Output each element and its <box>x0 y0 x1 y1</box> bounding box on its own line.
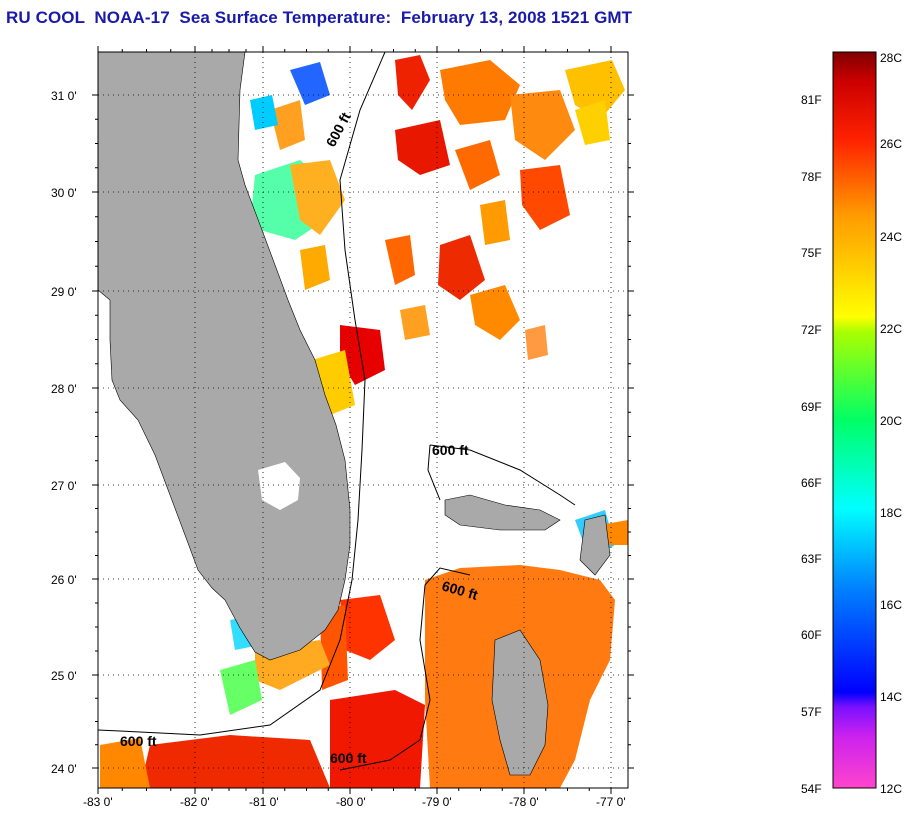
colorbar-fahrenheit-label: 81F <box>801 93 822 107</box>
grid-lines <box>98 52 628 788</box>
sst-patch <box>300 245 330 290</box>
colorbar-fahrenheit-label: 72F <box>801 323 822 337</box>
colorbar-celsius-label: 16C <box>880 598 902 612</box>
colorbar-fahrenheit-label: 78F <box>801 170 822 184</box>
x-tick-label: -78 0' <box>509 795 539 809</box>
y-tick-label: 24 0' <box>51 762 77 776</box>
colorbar-fahrenheit-label: 60F <box>801 628 822 642</box>
x-tick-label: -82 0' <box>180 795 210 809</box>
sst-patch <box>340 325 385 385</box>
andros-island <box>491 629 549 776</box>
sst-patch <box>400 305 430 340</box>
sst-patch <box>520 165 570 230</box>
y-tick-label: 31 0' <box>51 89 77 103</box>
sst-patch <box>340 595 395 660</box>
isobath-line-south <box>339 567 471 771</box>
contour-label: 600 ft <box>432 442 469 458</box>
sst-patch <box>575 100 610 145</box>
sst-patch <box>525 325 548 360</box>
colorbar-celsius-label: 12C <box>880 782 902 796</box>
y-tick-label: 28 0' <box>51 382 77 396</box>
map-title: RU COOL NOAA-17 Sea Surface Temperature:… <box>6 8 633 27</box>
x-tick-label: -81 0' <box>249 795 279 809</box>
colorbar-fahrenheit-label: 54F <box>801 782 822 796</box>
colorbar-fahrenheit-label: 63F <box>801 552 822 566</box>
sst-patch <box>455 140 500 190</box>
isobath-600ft <box>98 52 576 771</box>
colorbar-gradient <box>832 51 877 789</box>
sst-patch <box>395 55 430 110</box>
grand-bahama-island <box>444 494 561 531</box>
sst-patch <box>510 90 575 160</box>
isobath-line-west <box>98 52 386 736</box>
y-tick-label: 26 0' <box>51 573 77 587</box>
map-frame <box>97 51 629 789</box>
abaco-island <box>579 514 611 576</box>
colorbar-celsius-label: 22C <box>880 322 902 336</box>
sst-patch <box>250 95 278 130</box>
isobath-line-bahamas-north <box>429 444 576 506</box>
contour-label: 600 ft <box>330 750 367 766</box>
y-axis: 31 0' 30 0' 29 0' 28 0' 27 0' 26 0' 25 0… <box>51 89 77 776</box>
colorbar-celsius-label: 24C <box>880 230 902 244</box>
x-axis: -83 0' -82 0' -81 0' -80 0' -79 0' -78 0… <box>83 795 626 809</box>
x-tick-label: -79 0' <box>422 795 452 809</box>
sst-patch <box>270 100 305 150</box>
sst-patch <box>220 660 262 715</box>
y-tick-label: 25 0' <box>51 669 77 683</box>
colorbar-celsius-label: 26C <box>880 137 902 151</box>
x-tick-label: -77 0' <box>596 795 626 809</box>
sst-patch <box>100 738 150 788</box>
colorbar-celsius-label: 14C <box>880 690 902 704</box>
colorbar-celsius-labels: 28C 26C 24C 22C 20C 18C 16C 14C 12C <box>880 51 902 796</box>
colorbar-celsius-label: 18C <box>880 506 902 520</box>
sst-patch <box>565 60 625 120</box>
florida-landmass <box>98 52 351 661</box>
colorbar-fahrenheit-label: 69F <box>801 400 822 414</box>
y-tick-label: 27 0' <box>51 479 77 493</box>
sst-patch <box>470 285 520 340</box>
sst-patch <box>330 690 425 788</box>
colorbar-fahrenheit-label: 75F <box>801 246 822 260</box>
colorbar-fahrenheit-label: 66F <box>801 476 822 490</box>
sst-patch <box>440 60 520 125</box>
lake-okeechobee <box>258 462 300 510</box>
y-tick-label: 30 0' <box>51 186 77 200</box>
sst-patch <box>140 735 330 788</box>
isobath-line-bahamas-north-west <box>427 444 441 501</box>
sst-patch <box>290 62 330 105</box>
sst-patch <box>385 235 415 285</box>
x-tick-label: -80 0' <box>336 795 366 809</box>
contour-label: 600 ft <box>120 733 157 749</box>
colorbar: 28C 26C 24C 22C 20C 18C 16C 14C 12C 81F … <box>801 51 902 796</box>
sst-patch <box>290 160 345 235</box>
colorbar-fahrenheit-labels: 81F 78F 75F 72F 69F 66F 63F 60F 57F 54F <box>801 93 822 796</box>
x-tick-label: -83 0' <box>83 795 113 809</box>
sst-patch <box>438 235 485 300</box>
colorbar-fahrenheit-label: 57F <box>801 705 822 719</box>
colorbar-celsius-label: 20C <box>880 414 902 428</box>
colorbar-celsius-label: 28C <box>880 51 902 65</box>
sst-patch <box>480 200 510 245</box>
y-tick-label: 29 0' <box>51 285 77 299</box>
axis-ticks <box>92 46 634 794</box>
sst-patch <box>395 120 450 175</box>
